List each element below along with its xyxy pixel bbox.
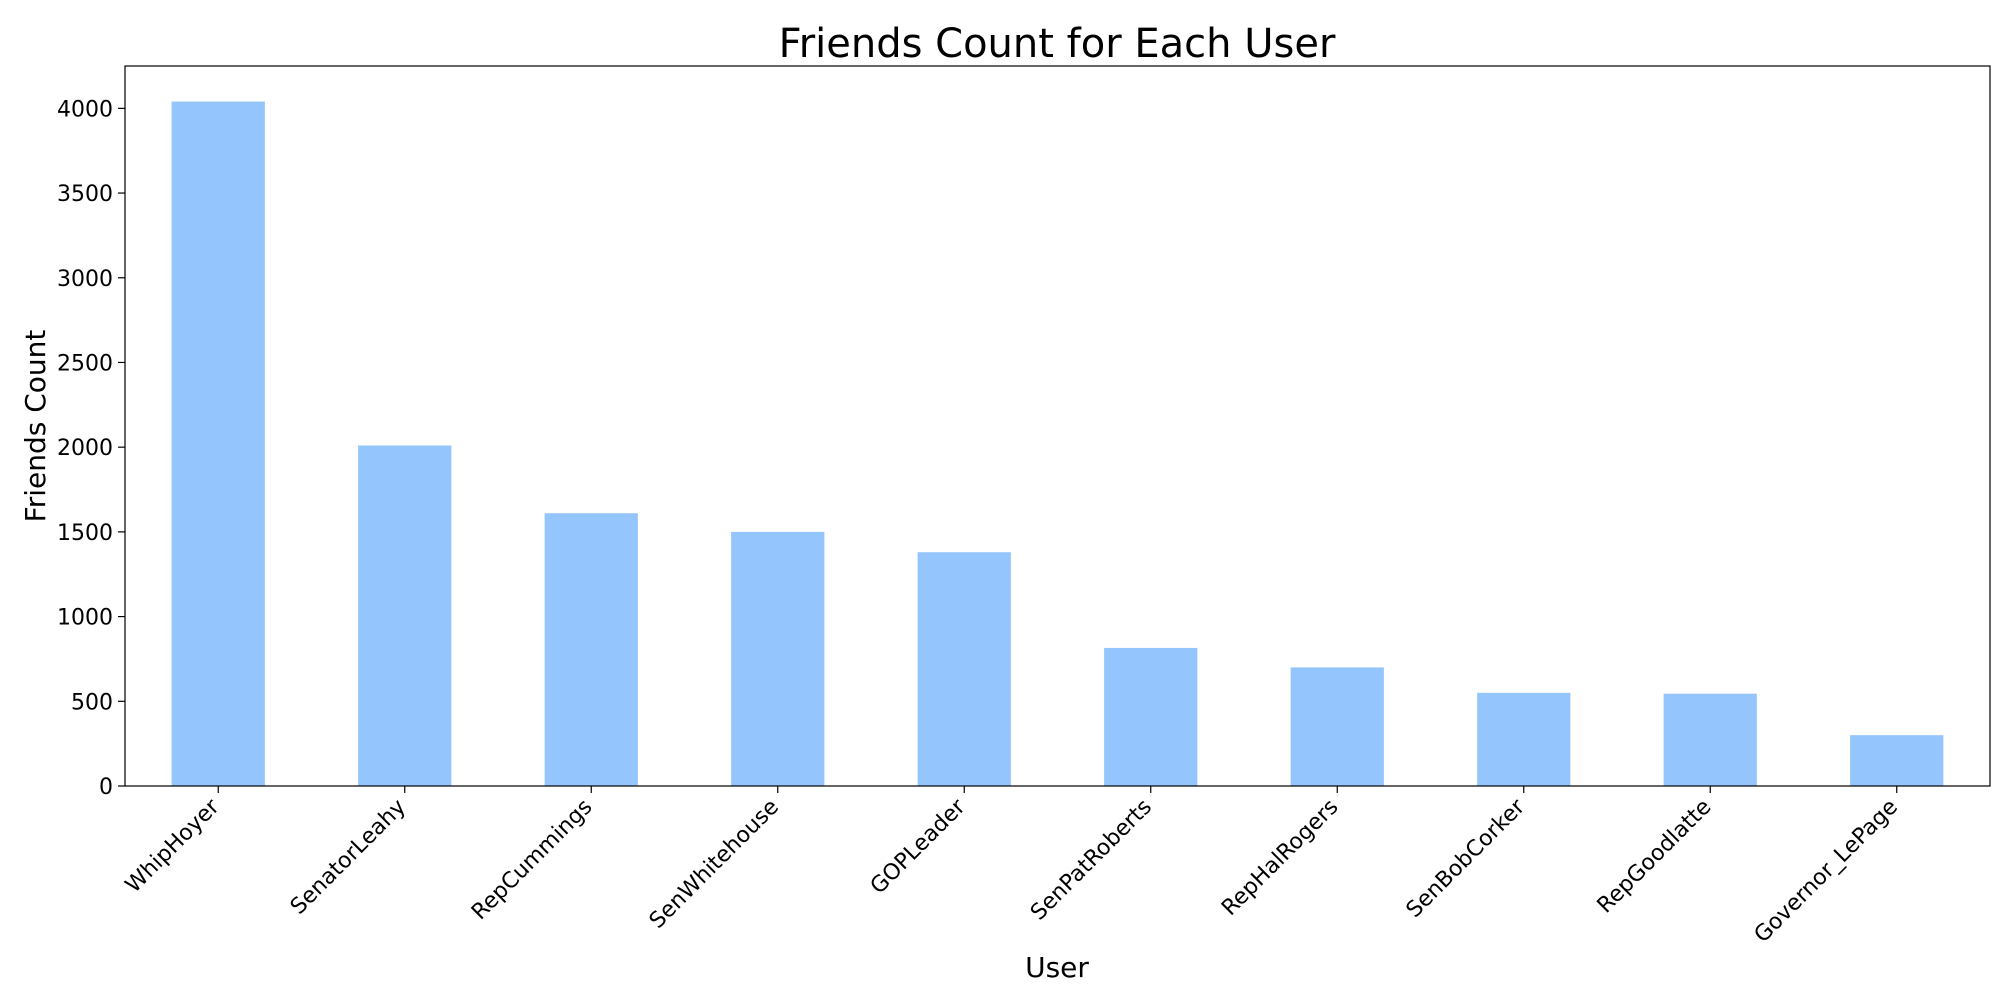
bar-WhipHoyer [171, 101, 265, 786]
x-tick-label: RepHalRogers [1217, 795, 1343, 921]
bar-SenPatRoberts [1104, 647, 1198, 786]
y-tick-label: 2500 [57, 351, 113, 376]
y-tick-label: 3500 [57, 182, 113, 207]
y-axis-label: Friends Count [19, 330, 52, 523]
bar-RepGoodlatte [1663, 693, 1757, 786]
bar-RepHalRogers [1290, 667, 1384, 786]
bar-Governor_LePage [1850, 735, 1944, 786]
bar-RepCummings [544, 513, 638, 786]
bar-SenatorLeahy [358, 445, 452, 786]
x-tick-label: GOPLeader [866, 794, 971, 899]
x-tick-label: WhipHoyer [121, 794, 225, 898]
y-tick-label: 1500 [57, 521, 113, 546]
bar-SenBobCorker [1477, 692, 1571, 786]
y-tick-label: 500 [71, 690, 113, 715]
chart-title: Friends Count for Each User [779, 21, 1336, 67]
y-tick-label: 3000 [57, 267, 113, 292]
x-tick-label: Governor_LePage [1750, 795, 1903, 948]
y-tick-label: 0 [99, 775, 113, 800]
x-tick-label: SenWhitehouse [645, 795, 784, 934]
x-axis-label: User [1025, 951, 1089, 984]
x-tick-label: SenatorLeahy [286, 795, 411, 920]
plot-frame [124, 65, 1991, 787]
y-tick-label: 4000 [57, 97, 113, 122]
x-axis: WhipHoyer SenatorLeahy RepCummings SenWhite… [121, 786, 1903, 948]
bars-group [171, 101, 1944, 786]
y-tick-label: 2000 [57, 436, 113, 461]
bar-SenWhitehouse [731, 531, 825, 786]
bar-GOPLeader [917, 552, 1011, 786]
x-tick-label: SenBobCorker [1402, 794, 1531, 923]
x-tick-label: RepGoodlatte [1593, 795, 1717, 919]
y-axis: 0 500 1000 1500 2000 2500 3000 3500 4000 [57, 97, 125, 800]
x-tick-label: SenPatRoberts [1026, 795, 1157, 926]
x-tick-label: RepCummings [467, 795, 597, 925]
y-tick-label: 1000 [57, 606, 113, 631]
